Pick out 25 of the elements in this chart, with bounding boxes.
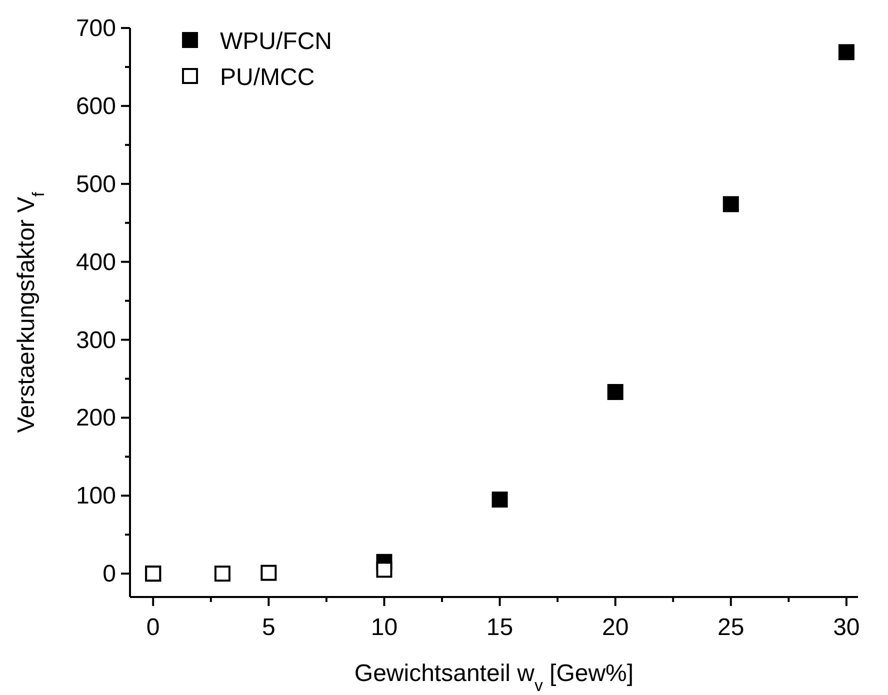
legend-label: PU/MCC [220, 64, 315, 91]
y-tick-label: 0 [102, 560, 116, 588]
point [722, 196, 739, 212]
y-tick-label: 200 [76, 404, 116, 432]
y-tick-label: 600 [76, 92, 116, 120]
y-tick-label: 400 [76, 248, 116, 276]
point [376, 562, 392, 578]
y-tick-label: 500 [76, 170, 116, 198]
x-tick-label: 10 [370, 614, 398, 641]
x-tick-label: 15 [486, 614, 514, 641]
x-tick-label: 20 [602, 614, 629, 641]
legend-label: WPU/FCN [220, 28, 332, 55]
point [492, 492, 508, 508]
x-tick-label: 25 [718, 614, 744, 641]
x-tick-label: 0 [146, 614, 160, 641]
point [214, 566, 230, 582]
point [607, 384, 624, 400]
x-tick-label: 5 [262, 614, 276, 641]
y-tick-label: 700 [76, 15, 116, 42]
y-tick-label: 300 [76, 326, 116, 354]
point [838, 44, 854, 60]
x-tick-label: 30 [833, 614, 860, 641]
point [260, 564, 277, 581]
x-axis-title: Gewichtsanteil w$_{v}$ [Gew%] [354, 660, 634, 694]
y-tick-label: 100 [76, 482, 116, 510]
